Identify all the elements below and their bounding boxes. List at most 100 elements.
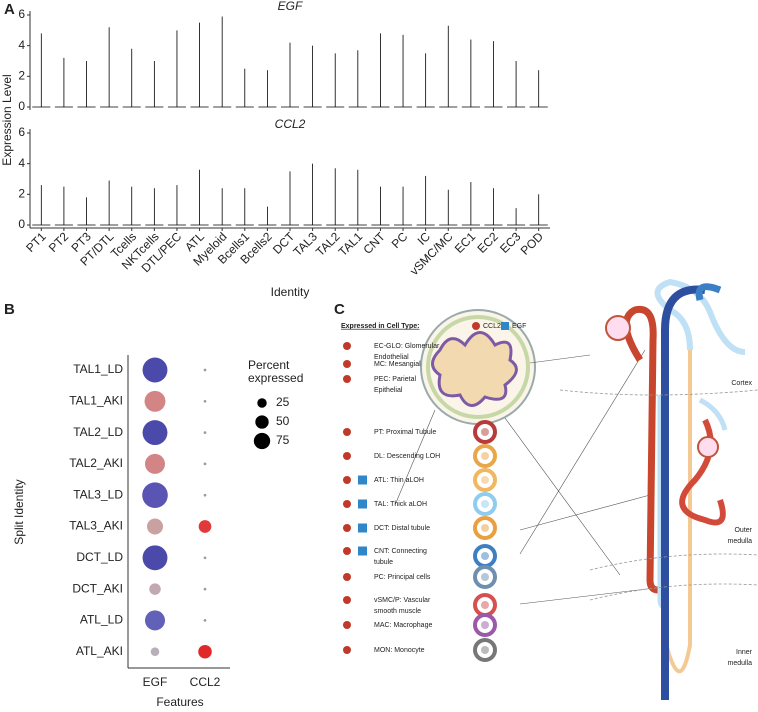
- dot: [198, 644, 212, 659]
- dot: [142, 357, 168, 383]
- item-label: PT: Proximal Tubule: [374, 429, 436, 436]
- dot: [203, 619, 207, 622]
- zone-label: medulla: [727, 538, 752, 545]
- item-label: TAL: Thick aLOH: [374, 501, 427, 508]
- x-axis-label: Features: [156, 695, 203, 709]
- y-axis-label: Split Identity: [12, 479, 26, 544]
- ccl2-marker: [343, 452, 351, 460]
- ccl2-marker: [343, 375, 351, 383]
- y-tick-label: TAL2_LD: [73, 425, 123, 439]
- legend-label: 25: [276, 395, 290, 409]
- dot: [142, 482, 168, 509]
- dot: [150, 647, 160, 656]
- item-label: vSMC/P: Vascular: [374, 597, 431, 604]
- x-tick-label: POD: [518, 229, 547, 258]
- y-tick-label: TAL1_LD: [73, 362, 123, 376]
- panel-label: A: [4, 1, 15, 18]
- cell-icon-core: [481, 476, 489, 484]
- y-axis-label: Expression Level: [0, 74, 14, 165]
- ccl2-label: CCL2: [483, 323, 501, 330]
- y-tick-label: TAL3_AKI: [69, 519, 123, 533]
- ccl2-marker: [343, 500, 351, 508]
- x-tick-label: TAL3: [290, 229, 320, 259]
- diagram: Expressed in Cell Type: CCL2 EGF EC-GLO: Gl…: [341, 322, 753, 667]
- x-tick-label: PT2: [46, 229, 72, 255]
- item-label: DL: Descending LOH: [374, 453, 440, 460]
- y-tick-label: 2: [18, 187, 25, 201]
- item-label: Epithelial: [374, 387, 403, 394]
- ccl2-marker: [343, 524, 351, 532]
- legend-title: expressed: [248, 371, 303, 385]
- y-tick-label: 0: [18, 217, 25, 231]
- x-tick-label: PT1: [23, 229, 49, 255]
- ccl2-marker: [343, 342, 351, 350]
- egf-marker: [358, 499, 367, 509]
- dot: [203, 399, 207, 403]
- x-tick-label: EGF: [143, 675, 168, 689]
- cell-icon-core: [481, 500, 489, 508]
- legend-dot: [255, 415, 269, 429]
- cell-icon-core: [481, 428, 489, 436]
- ccl2-marker: [343, 646, 351, 654]
- y-tick-label: 0: [18, 99, 25, 113]
- dot: [142, 420, 168, 446]
- dot: [144, 390, 166, 412]
- y-tick-label: TAL3_LD: [73, 487, 123, 501]
- ccl2-marker: [343, 547, 351, 555]
- y-tick-label: 4: [18, 38, 25, 52]
- zone-label: Cortex: [731, 380, 752, 387]
- y-tick-label: DCT_LD: [76, 550, 123, 564]
- item-label: smooth muscle: [374, 608, 421, 615]
- panel-label: B: [4, 301, 15, 318]
- dot: [149, 583, 161, 595]
- cell-icon-core: [481, 601, 489, 609]
- item-label: MAC: Macrophage: [374, 622, 432, 629]
- y-tick-label: TAL1_AKI: [69, 393, 123, 407]
- y-tick-label: ATL_LD: [80, 613, 123, 627]
- y-tick-label: 6: [18, 7, 25, 21]
- item-label: MC: Mesangial: [374, 361, 421, 368]
- x-tick-label: CCL2: [190, 675, 221, 689]
- y-tick-label: 2: [18, 69, 25, 83]
- panel-label: C: [334, 301, 345, 318]
- chart-title: CCL2: [275, 117, 306, 131]
- dot: [203, 431, 207, 434]
- item-label: PC: Principal cells: [374, 574, 431, 581]
- dot: [203, 462, 207, 466]
- egf-key: [501, 322, 509, 330]
- y-tick-label: ATL_AKI: [76, 644, 123, 658]
- item-label: DCT: Distal tubule: [374, 525, 430, 532]
- egf-marker: [358, 546, 367, 556]
- cell-icon-core: [481, 452, 489, 460]
- item-label: ATL: Thin aLOH: [374, 477, 424, 484]
- x-axis-label: Identity: [271, 285, 310, 299]
- egf-marker: [358, 475, 367, 485]
- cell-icon-core: [481, 552, 489, 560]
- dot: [144, 453, 166, 474]
- cell-icon-core: [481, 646, 489, 654]
- ccl2-marker: [343, 360, 351, 368]
- dot: [203, 556, 207, 560]
- x-tick-label: EC2: [474, 229, 501, 256]
- item-label: PEC: Parietal: [374, 376, 416, 383]
- ccl2-marker: [343, 596, 351, 604]
- y-tick-label: 4: [18, 156, 25, 170]
- zone-label: medulla: [727, 660, 752, 667]
- ccl2-marker: [343, 621, 351, 629]
- zone-label: Inner: [736, 649, 753, 656]
- y-tick-label: 6: [18, 125, 25, 139]
- legend-title: Expressed in Cell Type:: [341, 323, 419, 330]
- x-tick-label: PC: [389, 229, 411, 251]
- x-tick-label: vSMC/MC: [407, 229, 456, 278]
- dot: [142, 545, 168, 571]
- x-tick-label: EC1: [452, 229, 479, 256]
- ccl2-marker: [343, 476, 351, 484]
- cell-icon-core: [481, 524, 489, 532]
- y-tick-label: TAL2_AKI: [69, 456, 123, 470]
- ccl2-marker: [343, 573, 351, 581]
- x-tick-label: CNT: [360, 229, 388, 257]
- item-label: EC-GLO: Glomerular: [374, 343, 440, 350]
- legend-dot: [257, 398, 267, 408]
- item-label: MON: Monocyte: [374, 647, 425, 654]
